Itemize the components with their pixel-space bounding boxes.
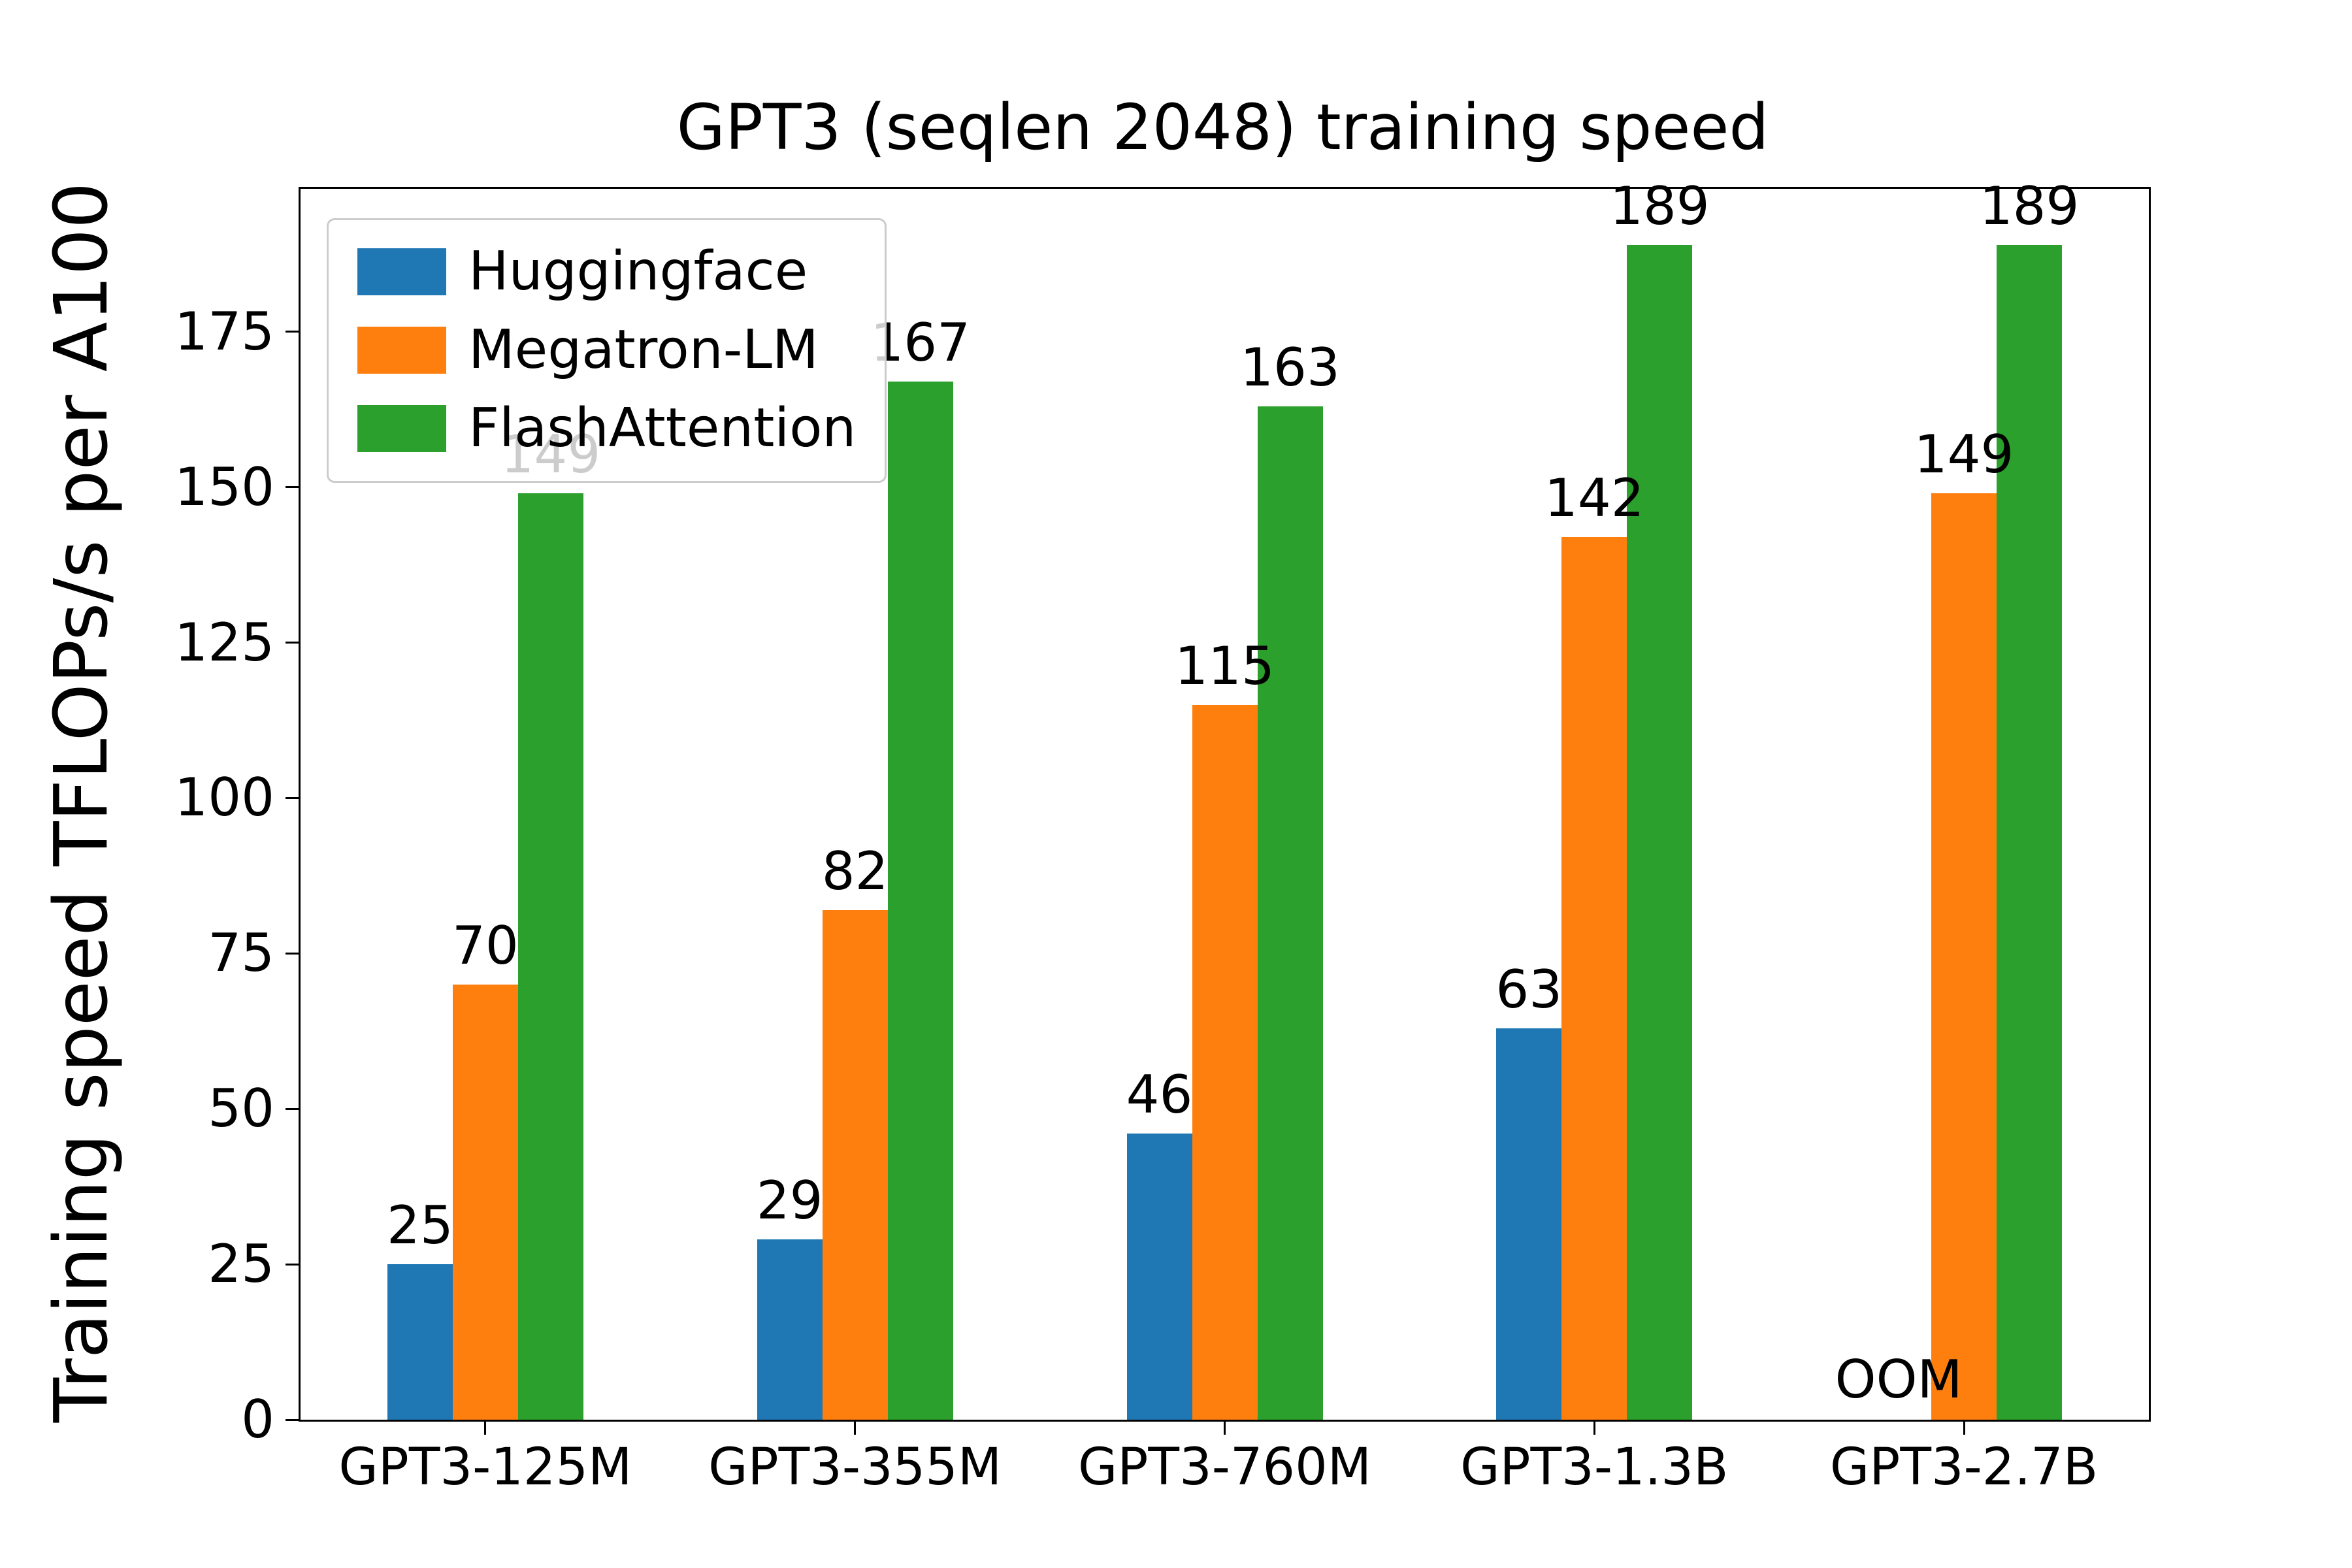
bar-flashattention — [1257, 406, 1323, 1420]
y-tick-label: 175 — [174, 301, 274, 362]
y-tick-label: 150 — [174, 456, 274, 517]
y-tick-label: 125 — [174, 612, 274, 673]
legend-swatch-flashattention — [357, 405, 446, 453]
x-tick-label: GPT3-1.3B — [1460, 1438, 1729, 1497]
value-label: 149 — [1914, 424, 2014, 485]
y-tick-label: 0 — [241, 1389, 274, 1450]
value-label: 163 — [1240, 337, 1340, 399]
y-axis-label: Training speed TFLOPs/s per A100 — [39, 182, 124, 1423]
bar-megatron-lm — [1561, 536, 1627, 1420]
x-tick-label: GPT3-2.7B — [1829, 1438, 2099, 1497]
x-tick-mark — [1593, 1422, 1595, 1435]
x-tick-label: GPT3-125M — [338, 1438, 632, 1497]
y-tick-label: 25 — [208, 1233, 274, 1295]
bar-huggingface — [757, 1239, 823, 1420]
y-tick-label: 75 — [208, 923, 274, 984]
bar-flashattention — [1627, 244, 1693, 1420]
y-tick-mark — [286, 796, 299, 799]
x-tick-mark — [1224, 1422, 1226, 1435]
legend-swatch-megatron — [357, 327, 446, 374]
oom-label: OOM — [1835, 1349, 1963, 1410]
y-tick-mark — [286, 952, 299, 955]
value-label: 46 — [1126, 1064, 1193, 1126]
bar-megatron-lm — [822, 909, 888, 1420]
y-tick-label: 100 — [174, 767, 274, 828]
bar-flashattention — [1997, 244, 2063, 1420]
value-label: 63 — [1495, 958, 1563, 1020]
bar-flashattention — [517, 493, 583, 1420]
value-label: 189 — [1609, 175, 1710, 237]
bar-huggingface — [1496, 1028, 1562, 1420]
y-tick-label: 50 — [208, 1078, 274, 1139]
legend-entry-megatron: Megatron-LM — [357, 319, 856, 382]
value-label: 142 — [1544, 467, 1644, 529]
x-tick-mark — [1963, 1422, 1965, 1435]
y-tick-mark — [286, 642, 299, 644]
bar-huggingface — [387, 1264, 453, 1420]
legend: Huggingface Megatron-LM FlashAttention — [327, 218, 887, 483]
legend-label: Megatron-LM — [468, 319, 819, 382]
bar-megatron-lm — [452, 984, 518, 1420]
legend-swatch-huggingface — [357, 248, 446, 296]
bar-flashattention — [887, 381, 953, 1420]
value-label: 167 — [870, 312, 971, 373]
x-tick-label: GPT3-760M — [1077, 1438, 1372, 1497]
bar-huggingface — [1126, 1134, 1192, 1420]
value-label: 189 — [1979, 175, 2080, 237]
bar-megatron-lm — [1931, 493, 1997, 1420]
value-label: 29 — [756, 1170, 823, 1232]
chart-title: GPT3 (seqlen 2048) training speed — [676, 91, 1769, 164]
y-tick-mark — [286, 331, 299, 333]
y-tick-mark — [286, 486, 299, 489]
x-tick-mark — [854, 1422, 857, 1435]
x-tick-mark — [484, 1422, 487, 1435]
y-tick-mark — [286, 1263, 299, 1266]
legend-label: Huggingface — [468, 240, 808, 302]
value-label: 70 — [451, 915, 519, 976]
value-label: 82 — [821, 840, 889, 902]
x-tick-label: GPT3-355M — [708, 1438, 1002, 1497]
value-label: 115 — [1175, 635, 1275, 696]
legend-entry-huggingface: Huggingface — [357, 242, 856, 301]
legend-entry-flashattention: FlashAttention — [357, 399, 856, 458]
plot-area: Huggingface Megatron-LM FlashAttention 0… — [174, 176, 2151, 1495]
legend-label: FlashAttention — [468, 397, 857, 460]
value-label: 25 — [386, 1195, 453, 1256]
bar-megatron-lm — [1192, 704, 1258, 1420]
y-tick-mark — [286, 1107, 299, 1110]
y-tick-mark — [286, 1418, 299, 1421]
